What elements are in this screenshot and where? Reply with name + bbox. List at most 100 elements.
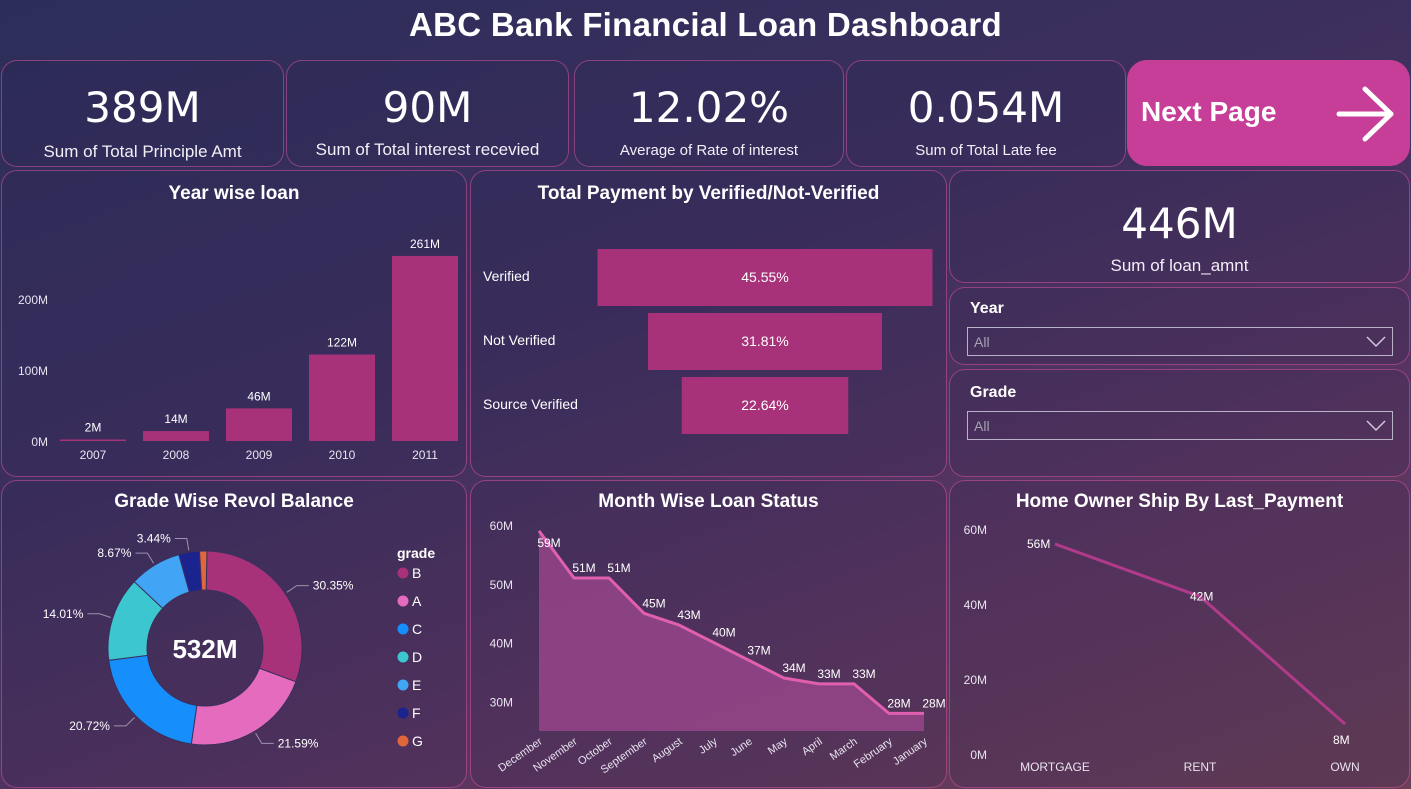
- data-label: 56M: [1027, 537, 1050, 551]
- legend-swatch: [397, 595, 409, 607]
- category-label: Not Verified: [483, 332, 555, 348]
- panel-title: Month Wise Loan Status: [598, 491, 819, 512]
- kpi-value: 90M: [382, 83, 473, 132]
- y-tick-label: 60M: [964, 523, 987, 537]
- data-label: 31.81%: [741, 333, 788, 349]
- data-label: 28M: [922, 696, 945, 710]
- slice-label: 14.01%: [43, 607, 84, 621]
- grade-revol-panel: Grade Wise Revol Balance 30.35% 21.59% 20.…: [1, 480, 467, 788]
- year-dropdown[interactable]: All: [967, 327, 1393, 356]
- leader-line: [113, 717, 135, 727]
- leader-line: [135, 552, 155, 564]
- x-tick-label: RENT: [1184, 760, 1217, 774]
- data-label: 43M: [677, 608, 700, 622]
- x-tick-label: 2008: [163, 448, 190, 462]
- panel-title: Grade Wise Revol Balance: [114, 491, 354, 512]
- x-tick-label: 2007: [80, 448, 107, 462]
- data-label: 261M: [410, 237, 440, 251]
- legend-label: B: [412, 565, 421, 581]
- data-label: 51M: [607, 561, 630, 575]
- bar: [392, 255, 458, 441]
- legend-title: grade: [397, 545, 435, 561]
- x-tick-label: June: [728, 736, 754, 760]
- slicer-label: Year: [970, 300, 1004, 317]
- bar: [60, 439, 126, 441]
- year-slicer: Year All: [949, 287, 1410, 365]
- y-tick-label: 60M: [490, 519, 513, 533]
- legend-swatch: [397, 567, 409, 579]
- data-label: 37M: [747, 643, 770, 657]
- donut-center-label: 532M: [172, 634, 237, 664]
- kpi-value: 12.02%: [628, 83, 790, 132]
- y-tick-label: 0M: [31, 435, 48, 449]
- x-tick-label: 2009: [246, 448, 273, 462]
- panel-title: Home Owner Ship By Last_Payment: [1015, 491, 1344, 512]
- kpi-value: 0.054M: [907, 83, 1065, 132]
- data-label: 34M: [782, 661, 805, 675]
- x-tick-label: 2010: [329, 448, 356, 462]
- chevron-down-icon: [1366, 420, 1386, 432]
- kpi-card-principle: 389M Sum of Total Principle Amt: [1, 60, 284, 167]
- payment-verified-panel: Total Payment by Verified/Not-Verified V…: [470, 170, 947, 477]
- legend-label: E: [412, 677, 421, 693]
- x-tick-label: April: [800, 736, 825, 758]
- kpi-label: Sum of Total Principle Amt: [43, 142, 242, 161]
- bar: [309, 354, 375, 441]
- arrow-right-icon: [1336, 86, 1394, 142]
- kpi-value: 446M: [1121, 199, 1238, 248]
- data-label: 59M: [537, 536, 560, 550]
- data-label: 45M: [642, 596, 665, 610]
- data-label: 22.64%: [741, 397, 788, 413]
- y-tick-label: 30M: [490, 696, 513, 710]
- legend-label: F: [412, 705, 421, 721]
- area-fill: [539, 530, 924, 731]
- home-ownership-panel: Home Owner Ship By Last_Payment 0M 20M 40M…: [949, 480, 1410, 788]
- kpi-label: Sum of Total Late fee: [915, 142, 1057, 159]
- kpi-label: Sum of loan_amnt: [1110, 256, 1249, 275]
- grade-slicer: Grade All: [949, 369, 1410, 477]
- legend-label: C: [412, 621, 422, 637]
- kpi-card-rate: 12.02% Average of Rate of interest: [574, 60, 844, 167]
- x-tick-label: January: [891, 735, 930, 768]
- year-wise-loan-chart: 0M 100M 200M 2M 2007 14M 2008 46M 2009 122M 2010 26…: [18, 237, 458, 462]
- panel-title: Total Payment by Verified/Not-Verified: [537, 183, 880, 204]
- legend-label: D: [412, 649, 422, 665]
- data-label: 42M: [1190, 590, 1213, 604]
- payment-verified-chart: Verified 45.55% Not Verified 31.81% Source V…: [483, 249, 933, 434]
- kpi-label: Sum of Total interest recevied: [315, 140, 540, 159]
- y-tick-label: 100M: [18, 364, 48, 378]
- legend-label: A: [412, 593, 422, 609]
- bar: [597, 249, 933, 306]
- slice-label: 21.59%: [278, 736, 319, 750]
- legend-swatch: [397, 707, 409, 719]
- legend-swatch: [397, 735, 409, 747]
- series-line: [1054, 542, 1346, 726]
- grade-dropdown[interactable]: All: [967, 411, 1393, 440]
- slice-label: 20.72%: [69, 719, 110, 733]
- grade-revol-chart: 30.35% 21.59% 20.72% 14.01% 8.67% 3.44% 532M gr…: [43, 532, 436, 751]
- data-label: 51M: [572, 561, 595, 575]
- chevron-down-icon: [1366, 336, 1386, 348]
- category-label: Source Verified: [483, 396, 578, 412]
- dropdown-value: All: [974, 334, 990, 350]
- category-label: Verified: [483, 268, 530, 284]
- next-page-button[interactable]: Next Page: [1127, 60, 1410, 166]
- month-wise-panel: Month Wise Loan Status 30M 40M 50M 60M 59M De…: [470, 480, 947, 788]
- donut-slice: [198, 550, 208, 591]
- data-label: 45.55%: [741, 269, 788, 285]
- month-wise-chart: 30M40M50M60M59MDecember51MNovember51MOct…: [490, 519, 946, 776]
- slice-label: 8.67%: [97, 546, 131, 560]
- bar: [648, 313, 882, 370]
- donut-slice: [205, 550, 303, 683]
- y-tick-label: 50M: [490, 578, 513, 592]
- donut-slice: [190, 667, 297, 746]
- data-label: 28M: [887, 696, 910, 710]
- dropdown-value: All: [974, 418, 990, 434]
- kpi-label: Average of Rate of interest: [619, 142, 799, 159]
- x-tick-label: February: [852, 735, 895, 770]
- bar: [226, 408, 292, 441]
- dashboard-title: ABC Bank Financial Loan Dashboard: [409, 6, 1002, 43]
- x-tick-label: May: [766, 735, 790, 757]
- y-tick-label: 40M: [490, 637, 513, 651]
- data-label: 2M: [85, 421, 102, 435]
